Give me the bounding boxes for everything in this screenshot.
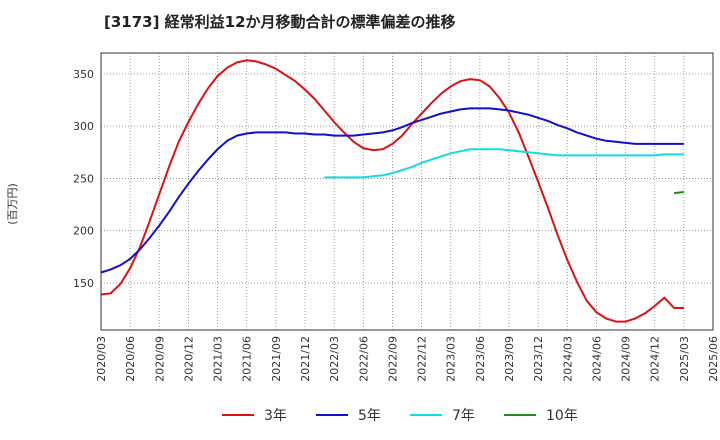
x-tick-label: 2021/09 xyxy=(270,336,283,382)
x-tick-label: 2022/12 xyxy=(416,336,429,382)
x-tick-label: 2024/03 xyxy=(561,336,574,382)
x-tick-label: 2022/06 xyxy=(357,336,370,382)
y-axis-label: (百万円) xyxy=(6,183,19,225)
legend-item: 5年 xyxy=(316,408,381,424)
legend-label: 5年 xyxy=(358,408,381,424)
x-tick-label: 2021/06 xyxy=(241,336,254,382)
y-tick-label: 150 xyxy=(73,277,94,290)
x-tick-label: 2022/09 xyxy=(386,336,399,382)
y-tick-label: 200 xyxy=(73,225,94,238)
series-lines xyxy=(100,59,685,323)
x-tick-label: 2023/03 xyxy=(445,336,458,382)
x-tick-label: 2020/12 xyxy=(182,336,195,382)
x-tick-label: 2020/06 xyxy=(124,336,137,382)
legend-item: 7年 xyxy=(410,408,475,424)
grid xyxy=(100,53,714,330)
plot-frame xyxy=(100,52,714,331)
x-tick-label: 2024/06 xyxy=(590,336,603,382)
legend-item: 10年 xyxy=(504,408,578,424)
x-tick-label: 2023/06 xyxy=(474,336,487,382)
x-tick-label: 2020/09 xyxy=(153,336,166,382)
legend-label: 10年 xyxy=(546,408,578,424)
y-tick-label: 250 xyxy=(73,172,94,185)
x-tick-label: 2024/12 xyxy=(649,336,662,382)
legend-label: 7年 xyxy=(452,408,475,424)
series-line-5年 xyxy=(100,107,684,274)
series-line-7年 xyxy=(324,148,684,179)
chart-title: [3173] 経常利益12か月移動合計の標準偏差の推移 xyxy=(104,13,456,31)
x-tick-label: 2021/12 xyxy=(299,336,312,382)
x-tick-label: 2022/03 xyxy=(328,336,341,382)
x-tick-label: 2023/09 xyxy=(503,336,516,382)
x-tick-label: 2020/03 xyxy=(95,336,108,382)
x-tick-label: 2021/03 xyxy=(212,336,225,382)
x-tick-label: 2023/12 xyxy=(532,336,545,382)
series-line-3年 xyxy=(100,59,684,323)
x-tick-label: 2024/09 xyxy=(620,336,633,382)
legend: 3年 5年 7年 10年 xyxy=(222,408,578,424)
y-tick-label: 350 xyxy=(73,68,94,81)
x-tick-labels: 2020/03 2020/06 2020/09 2020/12 2021/03 2021/… xyxy=(95,336,720,382)
y-tick-labels: 150 200 250 300 350 xyxy=(73,68,94,290)
legend-item: 3年 xyxy=(222,408,287,424)
x-tick-label: 2025/06 xyxy=(707,336,720,382)
series-line-10年 xyxy=(673,191,685,195)
legend-label: 3年 xyxy=(264,408,287,424)
y-tick-label: 300 xyxy=(73,120,94,133)
x-tick-label: 2025/03 xyxy=(678,336,691,382)
